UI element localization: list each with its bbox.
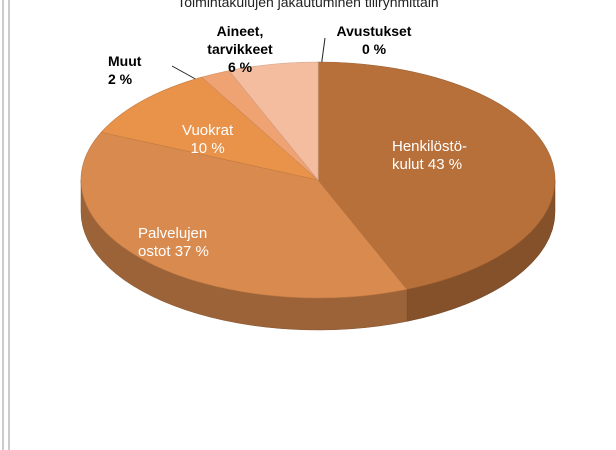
- data-label: Henkilöstö- kulut 43 %: [392, 138, 467, 174]
- category-label: Avustukset: [336, 23, 412, 39]
- pie-slice: [317, 61, 556, 290]
- value-label: 0 %: [361, 41, 387, 57]
- pie-slice: [100, 76, 320, 181]
- category-label: Henkilöstö- kulut: [392, 138, 468, 173]
- data-label: Palvelujen ostot 37 %: [138, 225, 209, 261]
- chart-title: Toimintakulujen jakautuminen tiliryhmitt…: [177, 0, 439, 10]
- value-label: 2 %: [108, 71, 133, 87]
- data-label: Vuokrat 10 %: [182, 122, 233, 158]
- value-label: 6 %: [227, 59, 253, 75]
- data-label: Aineet, tarvikkeet 6 %: [200, 22, 280, 76]
- category-label: Vuokrat: [182, 122, 234, 139]
- data-label: Muut 2 %: [108, 52, 141, 88]
- category-label: Aineet, tarvikkeet: [207, 23, 273, 57]
- value-label: 43 %: [427, 156, 463, 173]
- category-label: Palvelujen ostot: [138, 225, 208, 260]
- data-label: Avustukset 0 %: [328, 22, 420, 58]
- value-label: 10 %: [190, 140, 225, 157]
- pie-slice: [80, 131, 408, 299]
- value-label: 37 %: [174, 243, 209, 260]
- category-label: Muut: [108, 53, 142, 69]
